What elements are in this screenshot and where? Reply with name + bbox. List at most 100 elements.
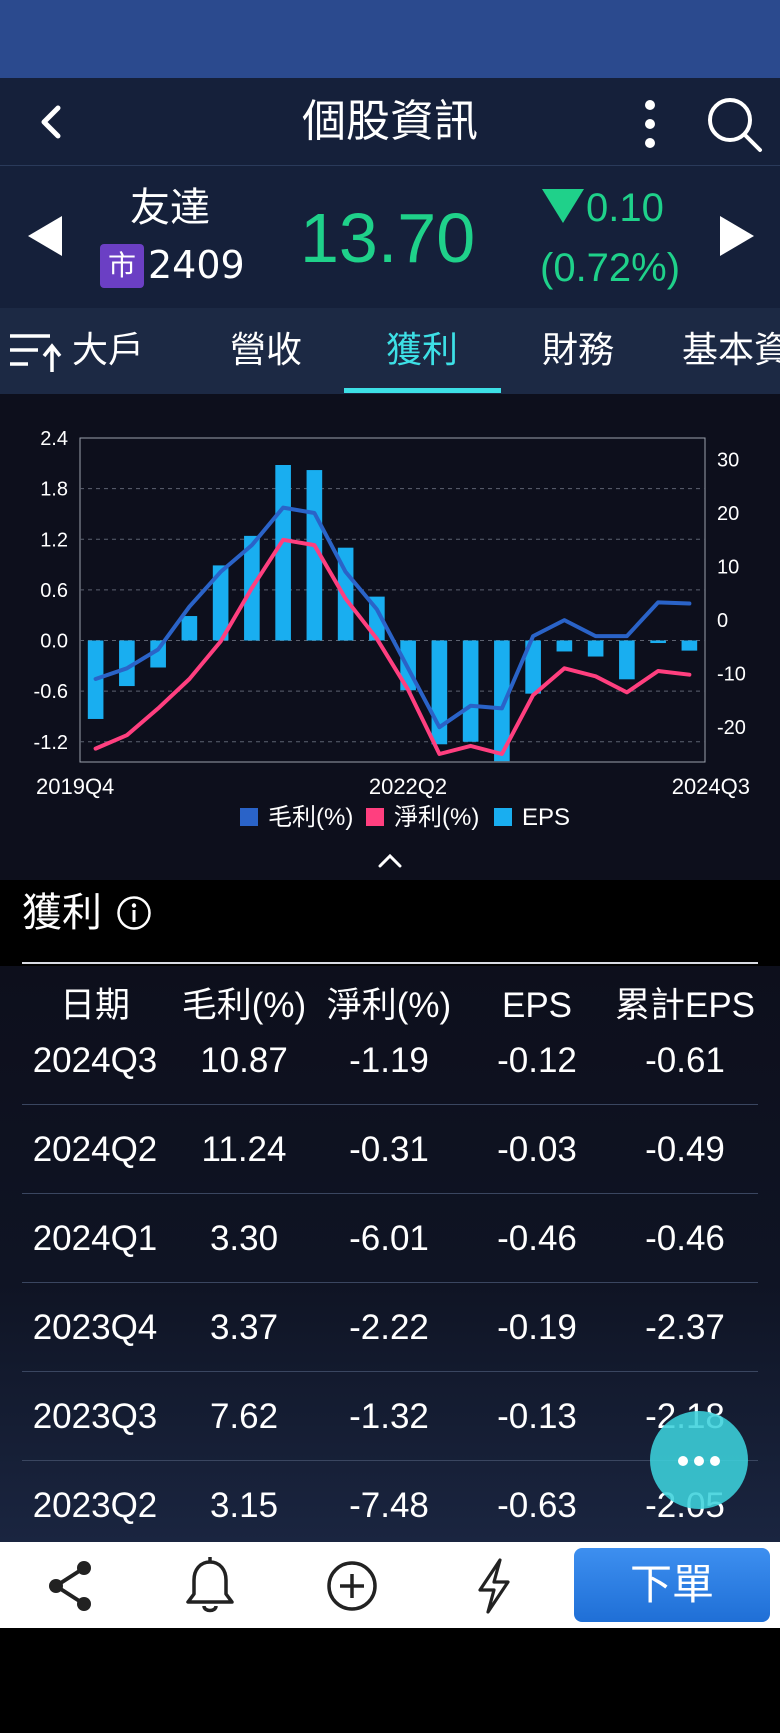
left-axis-tick-label: 2.4 xyxy=(40,428,68,450)
eps-bar xyxy=(494,640,510,762)
place-order-button[interactable]: 下單 xyxy=(574,1548,770,1622)
left-axis-tick-label: -1.2 xyxy=(34,732,68,754)
more-vertical-icon[interactable] xyxy=(630,96,670,152)
legend-swatch xyxy=(494,808,512,826)
search-icon[interactable] xyxy=(702,92,766,156)
fab-dot xyxy=(694,1456,704,1466)
eps-bar xyxy=(119,640,135,687)
cell-eps: -0.03 xyxy=(497,1130,577,1169)
price-change-value: 0.10 xyxy=(586,186,664,230)
eps-bar xyxy=(212,565,229,641)
legend-swatch xyxy=(366,808,384,826)
sort-icon[interactable] xyxy=(6,328,62,376)
table-row[interactable]: 2024Q2 11.24 -0.31 -0.03 -0.49 xyxy=(0,1105,780,1194)
left-axis-tick-label: 1.8 xyxy=(40,479,68,501)
profit-chart[interactable]: 2.4 1.8 1.2 0.6 0.0 -0.6 -1.2 30 20 10 0 -10 -20 2019… xyxy=(0,394,780,880)
left-axis-tick-label: 1.2 xyxy=(40,529,68,551)
section-title: 獲利 xyxy=(22,890,102,936)
cell-net-margin: -6.01 xyxy=(349,1219,429,1258)
legend-label: EPS xyxy=(522,804,570,831)
eps-bar xyxy=(337,547,354,641)
cell-eps: -0.12 xyxy=(497,1041,577,1080)
cell-gross-margin: 3.15 xyxy=(209,1486,279,1525)
info-icon[interactable] xyxy=(116,895,152,931)
right-axis-tick-label: 30 xyxy=(717,449,739,471)
collapse-chevron-up-icon[interactable] xyxy=(378,853,402,868)
legend-label: 淨利(%) xyxy=(394,804,479,831)
eps-bar xyxy=(650,640,666,644)
previous-stock-arrow-icon[interactable] xyxy=(22,210,70,262)
cell-date: 2024Q3 xyxy=(32,1041,158,1080)
cell-gross-margin: 7.62 xyxy=(209,1397,279,1436)
add-circle-icon[interactable] xyxy=(320,1554,384,1618)
right-axis-tick-label: 10 xyxy=(717,557,739,579)
row-divider xyxy=(22,1193,758,1194)
cell-date: 2024Q2 xyxy=(32,1130,158,1169)
back-arrow-icon[interactable] xyxy=(28,98,76,146)
section-divider xyxy=(22,962,758,964)
cell-net-margin: -1.19 xyxy=(349,1041,429,1080)
stock-name: 友達 xyxy=(130,185,210,231)
cell-eps: -0.63 xyxy=(497,1486,577,1525)
table-header: 日期 毛利(%) 淨利(%) EPS 累計EPS xyxy=(0,982,780,1038)
eps-bar xyxy=(275,465,291,641)
x-axis-tick-label: 2022Q2 xyxy=(369,774,447,799)
row-divider xyxy=(22,1460,758,1461)
eps-bar xyxy=(681,640,698,651)
more-actions-button[interactable] xyxy=(650,1411,748,1509)
row-divider xyxy=(22,1282,758,1283)
eps-bar xyxy=(462,640,479,742)
header-cumulative-eps: 累計EPS xyxy=(614,986,756,1025)
eps-bar xyxy=(525,640,541,694)
cell-gross-margin: 3.30 xyxy=(209,1219,279,1258)
eps-bar xyxy=(619,640,635,680)
cell-net-margin: -2.22 xyxy=(349,1308,429,1347)
tab-profit[interactable]: 獲利 xyxy=(386,330,459,371)
table-row[interactable]: 2023Q4 3.37 -2.22 -0.19 -2.37 xyxy=(0,1283,780,1372)
tab-basic-info[interactable]: 基本資 xyxy=(682,330,780,371)
right-axis-tick-label: 0 xyxy=(717,610,728,632)
cell-eps: -0.46 xyxy=(497,1219,577,1258)
left-axis-tick-label: 0.0 xyxy=(40,631,68,653)
app-bar: 個股資訊 xyxy=(0,78,780,166)
bell-icon[interactable] xyxy=(178,1554,242,1618)
x-axis-tick-label: 2024Q3 xyxy=(672,774,750,799)
cell-gross-margin: 11.24 xyxy=(201,1130,287,1169)
left-axis-tick-label: 0.6 xyxy=(40,580,68,602)
tab-financials[interactable]: 財務 xyxy=(542,330,615,371)
row-divider xyxy=(22,1104,758,1105)
next-stock-arrow-icon[interactable] xyxy=(712,210,760,262)
left-axis-tick-label: -0.6 xyxy=(34,681,68,703)
cell-date: 2023Q2 xyxy=(32,1486,158,1525)
profit-chart-panel: 2.4 1.8 1.2 0.6 0.0 -0.6 -1.2 30 20 10 0 -10 -20 2019… xyxy=(0,394,780,880)
fab-dot xyxy=(678,1456,688,1466)
table-row[interactable]: 2024Q3 10.87 -1.19 -0.12 -0.61 xyxy=(0,1016,780,1105)
status-bar xyxy=(0,0,780,78)
table-row[interactable]: 2024Q1 3.30 -6.01 -0.46 -0.46 xyxy=(0,1194,780,1283)
header-net-margin: 淨利(%) xyxy=(326,986,452,1025)
tab-bar: 大戶 營收 獲利 財務 基本資 xyxy=(0,308,780,394)
legend-swatch xyxy=(240,808,258,826)
cell-cumulative-eps: -2.37 xyxy=(645,1308,725,1347)
row-divider xyxy=(22,1371,758,1372)
cell-eps: -0.19 xyxy=(497,1308,577,1347)
right-axis-tick-label: 20 xyxy=(717,503,739,525)
share-icon[interactable] xyxy=(38,1554,102,1618)
cell-cumulative-eps: -0.61 xyxy=(645,1041,725,1080)
net-margin-line xyxy=(93,537,692,756)
price-change: 0.10 xyxy=(542,184,692,232)
cell-date: 2024Q1 xyxy=(32,1219,158,1258)
tab-major-holders[interactable]: 大戶 xyxy=(72,330,145,371)
price-change-percent: (0.72%) xyxy=(540,246,681,290)
tab-revenue[interactable]: 營收 xyxy=(230,330,303,371)
legend-label: 毛利(%) xyxy=(268,804,353,831)
cell-net-margin: -1.32 xyxy=(349,1397,429,1436)
cell-gross-margin: 3.37 xyxy=(209,1308,279,1347)
lightning-icon[interactable] xyxy=(462,1554,526,1618)
eps-bar xyxy=(556,640,573,652)
down-triangle-icon xyxy=(542,189,584,223)
active-tab-indicator xyxy=(344,388,501,393)
header-date: 日期 xyxy=(59,986,130,1025)
eps-bar xyxy=(181,616,198,641)
right-axis-tick-label: -10 xyxy=(717,664,746,686)
